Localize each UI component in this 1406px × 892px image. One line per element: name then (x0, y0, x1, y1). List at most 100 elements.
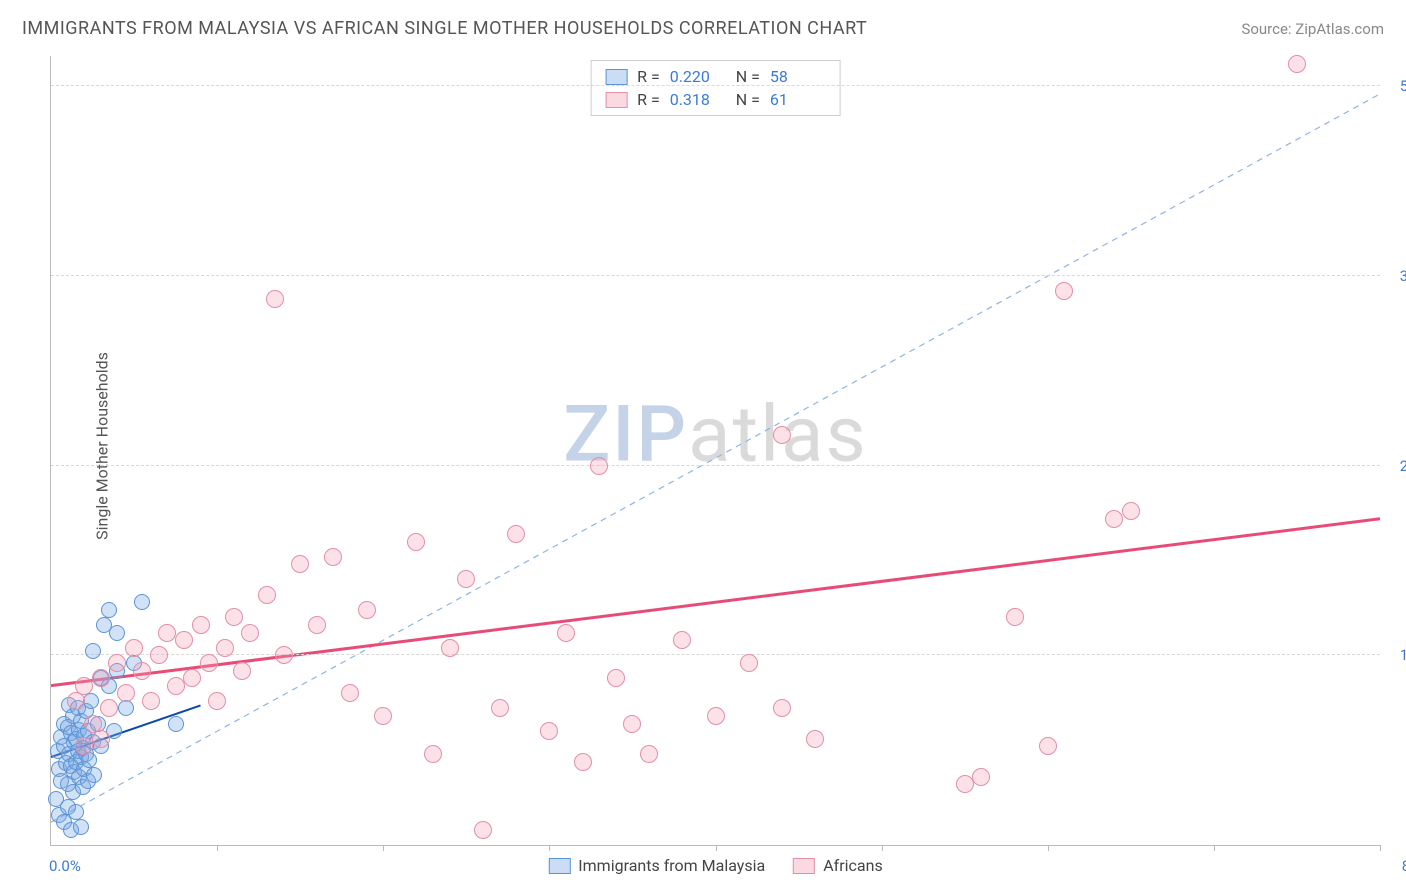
data-point-pink (956, 775, 974, 793)
swatch-blue (548, 858, 570, 874)
data-point-pink (1288, 55, 1306, 73)
n-value-pink: 61 (770, 90, 826, 109)
x-tick (1380, 845, 1381, 851)
data-point-pink (540, 722, 558, 740)
data-point-pink (200, 654, 218, 672)
swatch-pink (605, 92, 627, 108)
data-point-pink (1055, 282, 1073, 300)
data-point-blue (168, 716, 184, 732)
data-point-pink (623, 715, 641, 733)
data-point-blue (85, 643, 101, 659)
x-tick (217, 845, 218, 851)
trend-line-pink (51, 519, 1380, 686)
data-point-blue (134, 594, 150, 610)
legend-item-blue: Immigrants from Malaysia (548, 856, 765, 875)
data-point-pink (424, 745, 442, 763)
legend-row-pink: R = 0.318 N = 61 (605, 88, 826, 111)
legend-label-blue: Immigrants from Malaysia (578, 856, 765, 875)
data-point-pink (640, 745, 658, 763)
data-point-pink (167, 677, 185, 695)
data-point-pink (673, 631, 691, 649)
data-point-blue (83, 693, 99, 709)
trend-lines (51, 56, 1380, 845)
data-point-pink (972, 768, 990, 786)
data-point-pink (590, 457, 608, 475)
chart-title: IMMIGRANTS FROM MALAYSIA VS AFRICAN SING… (22, 18, 867, 39)
swatch-blue (605, 69, 627, 85)
data-point-pink (773, 426, 791, 444)
data-point-blue (86, 767, 102, 783)
gridline (51, 654, 1380, 655)
data-point-pink (275, 646, 293, 664)
data-point-pink (1039, 737, 1057, 755)
data-point-blue (109, 625, 125, 641)
data-point-pink (75, 677, 93, 695)
n-value-blue: 58 (770, 67, 826, 86)
data-point-pink (407, 533, 425, 551)
data-point-pink (341, 684, 359, 702)
source-link[interactable]: ZipAtlas.com (1295, 20, 1384, 38)
scatter-plot-area: ZIPatlas R = 0.220 N = 58 R = 0.318 N = … (50, 56, 1380, 846)
data-point-pink (142, 692, 160, 710)
data-point-pink (183, 669, 201, 687)
data-point-pink (133, 662, 151, 680)
y-tick-label: 12.5% (1400, 646, 1406, 664)
gridline (51, 465, 1380, 466)
x-tick (882, 845, 883, 851)
data-point-pink (100, 699, 118, 717)
data-point-pink (324, 548, 342, 566)
data-point-pink (474, 821, 492, 839)
x-tick (1048, 845, 1049, 851)
data-point-pink (75, 737, 93, 755)
x-tick (383, 845, 384, 851)
data-point-pink (225, 608, 243, 626)
data-point-pink (125, 639, 143, 657)
data-point-blue (118, 700, 134, 716)
data-point-pink (92, 730, 110, 748)
n-label: N = (736, 90, 760, 109)
data-point-pink (1105, 510, 1123, 528)
data-point-pink (233, 662, 251, 680)
swatch-pink (793, 858, 815, 874)
data-point-pink (507, 525, 525, 543)
data-point-pink (158, 624, 176, 642)
data-point-pink (117, 684, 135, 702)
n-label: N = (736, 67, 760, 86)
r-value-pink: 0.318 (670, 90, 726, 109)
data-point-pink (574, 753, 592, 771)
data-point-pink (491, 699, 509, 717)
series-legend: Immigrants from Malaysia Africans (548, 856, 882, 875)
data-point-blue (73, 819, 89, 835)
r-label: R = (637, 90, 660, 109)
data-point-pink (773, 699, 791, 717)
data-point-pink (806, 730, 824, 748)
data-point-pink (108, 654, 126, 672)
data-point-pink (291, 555, 309, 573)
legend-label-pink: Africans (823, 856, 882, 875)
data-point-pink (266, 290, 284, 308)
y-tick-label: 25.0% (1400, 457, 1406, 475)
source-attribution: Source: ZipAtlas.com (1241, 20, 1384, 38)
data-point-blue (101, 602, 117, 618)
data-point-pink (208, 692, 226, 710)
x-axis-max-label: 80.0% (1402, 857, 1406, 875)
data-point-blue (68, 804, 84, 820)
data-point-pink (358, 601, 376, 619)
data-point-pink (607, 669, 625, 687)
data-point-pink (740, 654, 758, 672)
data-point-pink (441, 639, 459, 657)
r-label: R = (637, 67, 660, 86)
gridline (51, 275, 1380, 276)
source-label: Source: (1241, 20, 1291, 38)
data-point-pink (192, 616, 210, 634)
data-point-pink (1122, 502, 1140, 520)
x-tick (549, 845, 550, 851)
x-tick (1214, 845, 1215, 851)
data-point-pink (258, 586, 276, 604)
data-point-pink (216, 639, 234, 657)
x-axis-origin-label: 0.0% (49, 857, 81, 875)
data-point-pink (557, 624, 575, 642)
y-tick-label: 50.0% (1400, 77, 1406, 95)
data-point-pink (374, 707, 392, 725)
correlation-legend: R = 0.220 N = 58 R = 0.318 N = 61 (590, 60, 841, 116)
